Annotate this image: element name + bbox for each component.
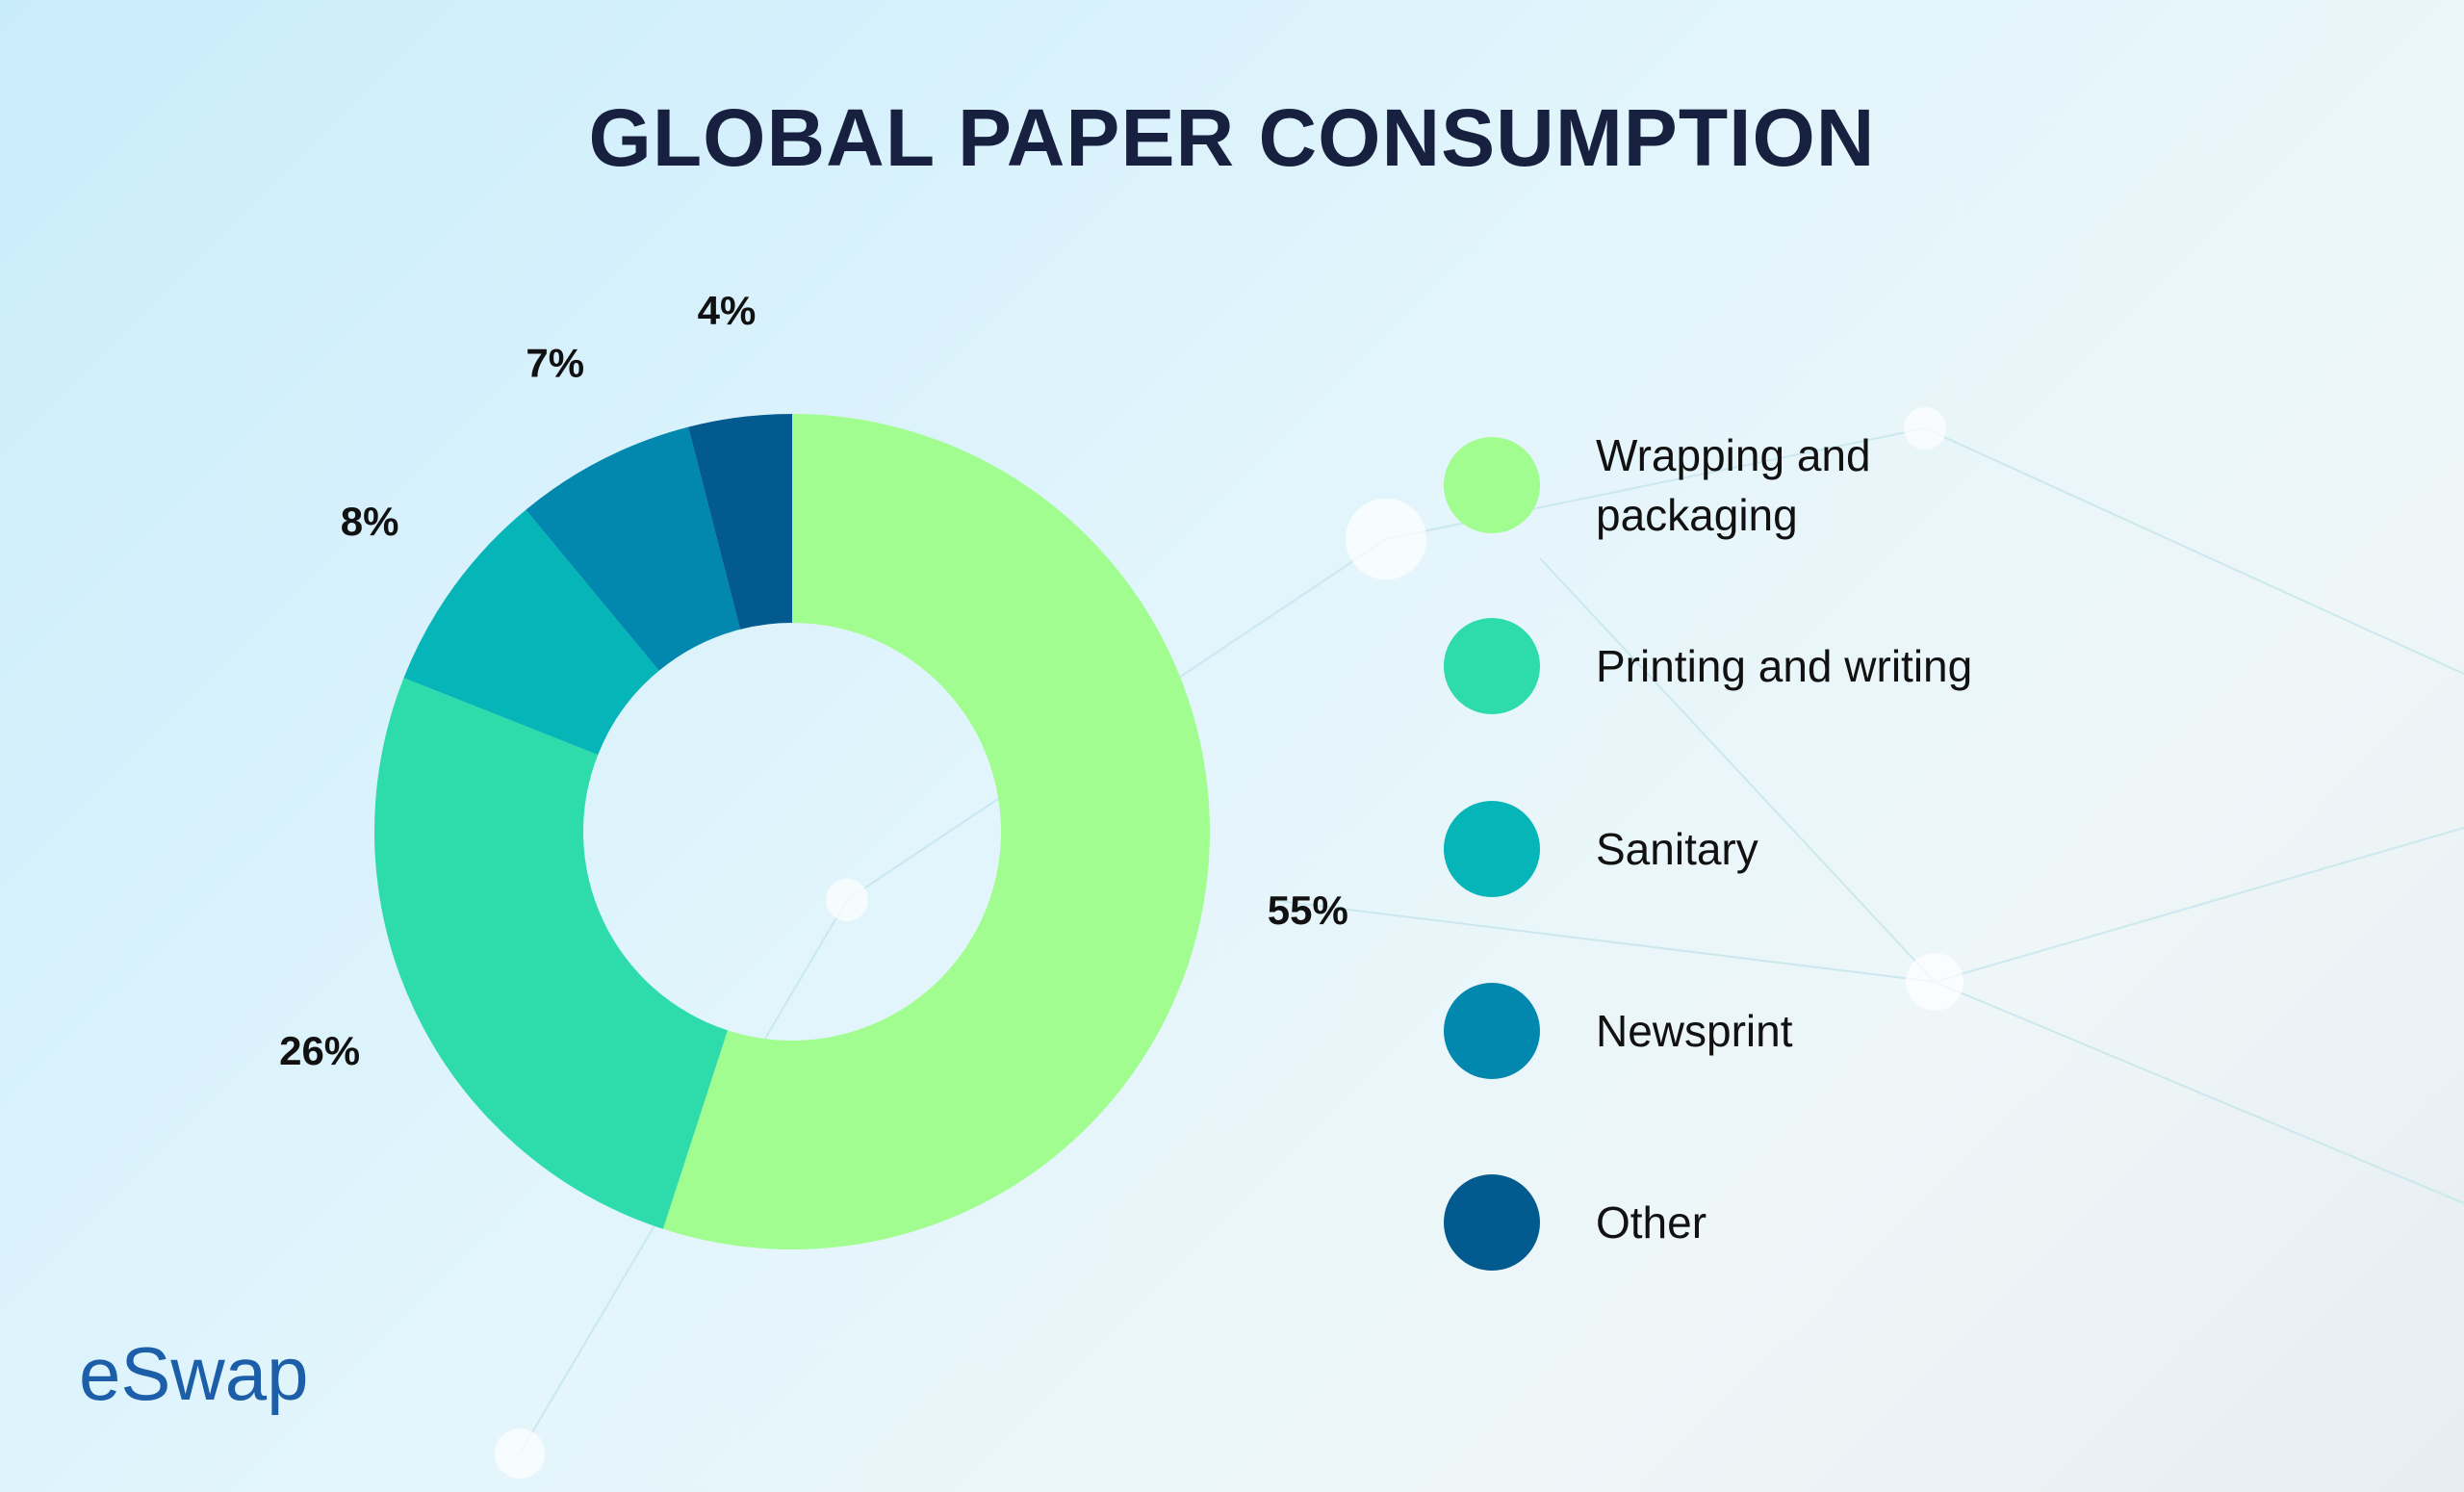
legend-label: Printing and writing <box>1596 641 1973 691</box>
legend-item: Wrapping and packaging <box>1444 430 2406 540</box>
legend-swatch <box>1444 801 1540 897</box>
slice <box>688 414 792 630</box>
slice <box>403 509 659 756</box>
brand-logo: eSwap <box>79 1331 309 1416</box>
legend-item: Other <box>1444 1174 2406 1271</box>
legend-item: Sanitary <box>1444 801 2406 897</box>
legend-label: Newsprint <box>1596 1006 1793 1056</box>
legend-item: Printing and writing <box>1444 618 2406 714</box>
value-label: 8% <box>341 499 399 544</box>
legend-label: Wrapping and packaging <box>1596 430 1871 540</box>
slice <box>526 426 741 671</box>
legend-label: Other <box>1596 1197 1707 1248</box>
value-label: 4% <box>698 288 757 333</box>
value-label: 26% <box>279 1028 360 1073</box>
value-label: 7% <box>526 341 584 386</box>
legend-item: Newsprint <box>1444 983 2406 1079</box>
legend-swatch <box>1444 1174 1540 1271</box>
legend-swatch <box>1444 437 1540 533</box>
background-nodes <box>495 407 1964 1479</box>
value-label: 55% <box>1268 887 1348 933</box>
legend-swatch <box>1444 983 1540 1079</box>
slice <box>374 678 728 1229</box>
legend-swatch <box>1444 618 1540 714</box>
chart-title: GLOBAL PAPER CONSUMPTION <box>588 92 1876 183</box>
legend-label: Sanitary <box>1596 824 1758 874</box>
slice <box>662 414 1210 1250</box>
